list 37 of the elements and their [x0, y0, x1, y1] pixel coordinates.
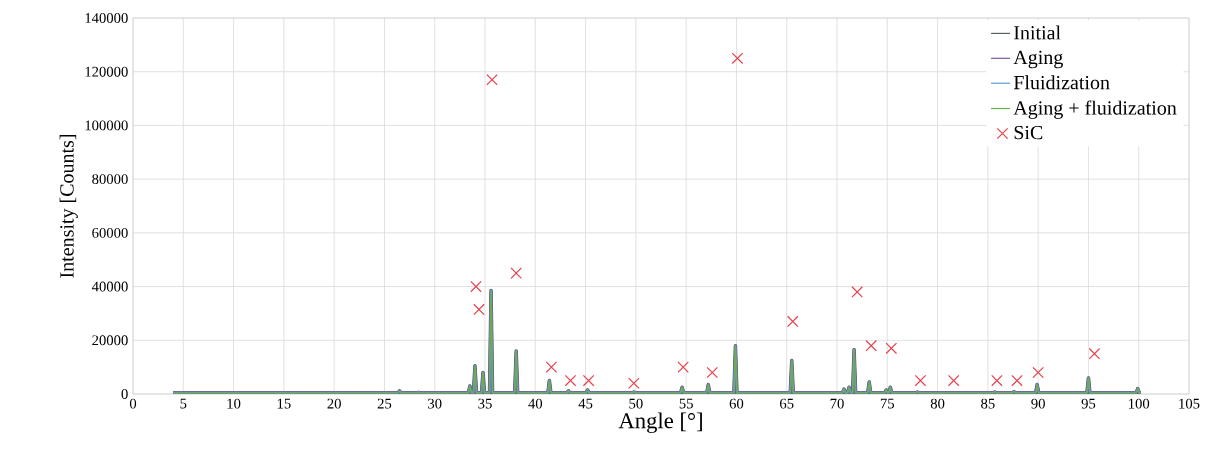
x-tick-label: 75: [880, 398, 895, 409]
x-tick-label: 50: [629, 398, 643, 409]
legend-label: Initial: [1014, 25, 1061, 40]
x-tick-label: 20: [327, 398, 341, 409]
y-tick-label: 0: [121, 389, 128, 399]
x-tick-label: 105: [1179, 398, 1200, 409]
x-tick-label: 70: [830, 398, 844, 409]
y-tick-label: 40000: [91, 281, 128, 292]
legend-label: Aging: [1013, 50, 1063, 69]
legend-label: Fluidization: [1013, 75, 1110, 90]
x-tick-label: 60: [729, 398, 744, 409]
x-tick-label: 55: [679, 398, 693, 409]
y-tick-label: 140000: [85, 13, 128, 23]
y-tick-label: 60000: [92, 227, 128, 238]
x-tick-label: 30: [428, 398, 442, 409]
x-tick-label: 85: [981, 398, 995, 409]
x-axis-title: Angle [°]: [618, 412, 702, 434]
x-tick-label: 90: [1031, 398, 1045, 409]
legend-label: Aging + fluidization: [1013, 100, 1177, 119]
x-tick-label: 80: [930, 398, 945, 409]
x-tick-label: 10: [227, 398, 241, 409]
x-tick-label: 40: [528, 398, 543, 409]
x-tick-label: 45: [578, 398, 593, 409]
x-tick-label: 5: [180, 398, 187, 409]
y-tick-label: 100000: [85, 120, 128, 131]
x-tick-label: 95: [1081, 398, 1096, 409]
y-tick-label: 120000: [85, 66, 128, 77]
x-tick-label: 100: [1129, 398, 1150, 409]
x-tick-label: 65: [780, 398, 794, 409]
y-axis-title: Intensity [Counts]: [59, 135, 78, 278]
x-tick-label: 35: [478, 398, 492, 409]
y-tick-label: 20000: [92, 335, 128, 346]
x-tick-label: 15: [277, 398, 291, 409]
legend-label: SiC: [1014, 125, 1043, 140]
x-tick-label: 25: [377, 398, 392, 409]
y-tick-label: 80000: [92, 174, 128, 185]
x-tick-label: 0: [129, 398, 137, 409]
